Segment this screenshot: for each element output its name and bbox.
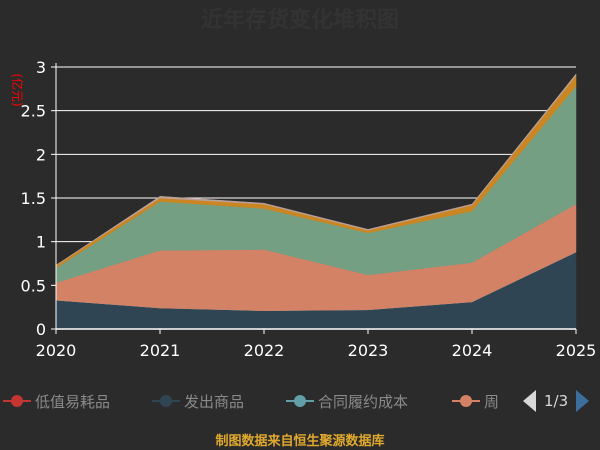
- x-tick-label: 2023: [348, 341, 389, 360]
- legend-next-page-icon[interactable]: [576, 390, 590, 412]
- legend-label: 低值易耗品: [35, 392, 111, 411]
- legend-item-goods-shipped[interactable]: 发出商品: [152, 387, 244, 415]
- legend-pager: 1/3: [518, 386, 600, 416]
- axes: 0 0.5 1 1.5 2 2.5 3 2020 2021 2022 2023 2024 2025: [21, 58, 597, 360]
- legend-marker: [152, 395, 180, 407]
- y-tick-label: 3: [36, 58, 46, 77]
- x-tick-label: 2024: [452, 341, 493, 360]
- legend-marker: [3, 395, 31, 407]
- legend-label: 合同履约成本: [318, 392, 409, 411]
- legend: 低值易耗品 发出商品 合同履约成本 周: [0, 387, 600, 415]
- legend-label: 发出商品: [184, 392, 245, 411]
- x-tick-label: 2022: [244, 341, 285, 360]
- chart-title: 近年存货变化堆积图: [201, 7, 399, 33]
- legend-prev-page-icon[interactable]: [523, 390, 536, 412]
- legend-item-turnover-materials[interactable]: 周: [452, 387, 499, 415]
- legend-marker: [452, 395, 480, 407]
- legend-label: 周: [484, 392, 500, 411]
- area-layer: [55, 73, 577, 330]
- area-unnamed-6[interactable]: [55, 73, 577, 266]
- y-tick-label: 0: [36, 320, 46, 339]
- y-tick-label: 0.5: [21, 276, 46, 295]
- y-tick-label: 1.5: [21, 189, 46, 208]
- y-tick-label: 1: [36, 233, 46, 252]
- x-tick-label: 2021: [140, 341, 181, 360]
- y-tick-label: 2: [36, 145, 46, 164]
- y-tick-label: 2.5: [21, 102, 46, 121]
- legend-page-indicator: 1/3: [544, 392, 569, 410]
- legend-item-contract-cost[interactable]: 合同履约成本: [286, 387, 408, 415]
- data-source-note: 制图数据来自恒生聚源数据库: [215, 434, 385, 449]
- x-tick-label: 2020: [36, 341, 77, 360]
- x-tick-label: 2025: [556, 341, 597, 360]
- y-axis-label: (亿元): [10, 73, 25, 106]
- legend-marker: [286, 395, 314, 407]
- legend-item-low-value-consumables[interactable]: 低值易耗品: [3, 387, 110, 415]
